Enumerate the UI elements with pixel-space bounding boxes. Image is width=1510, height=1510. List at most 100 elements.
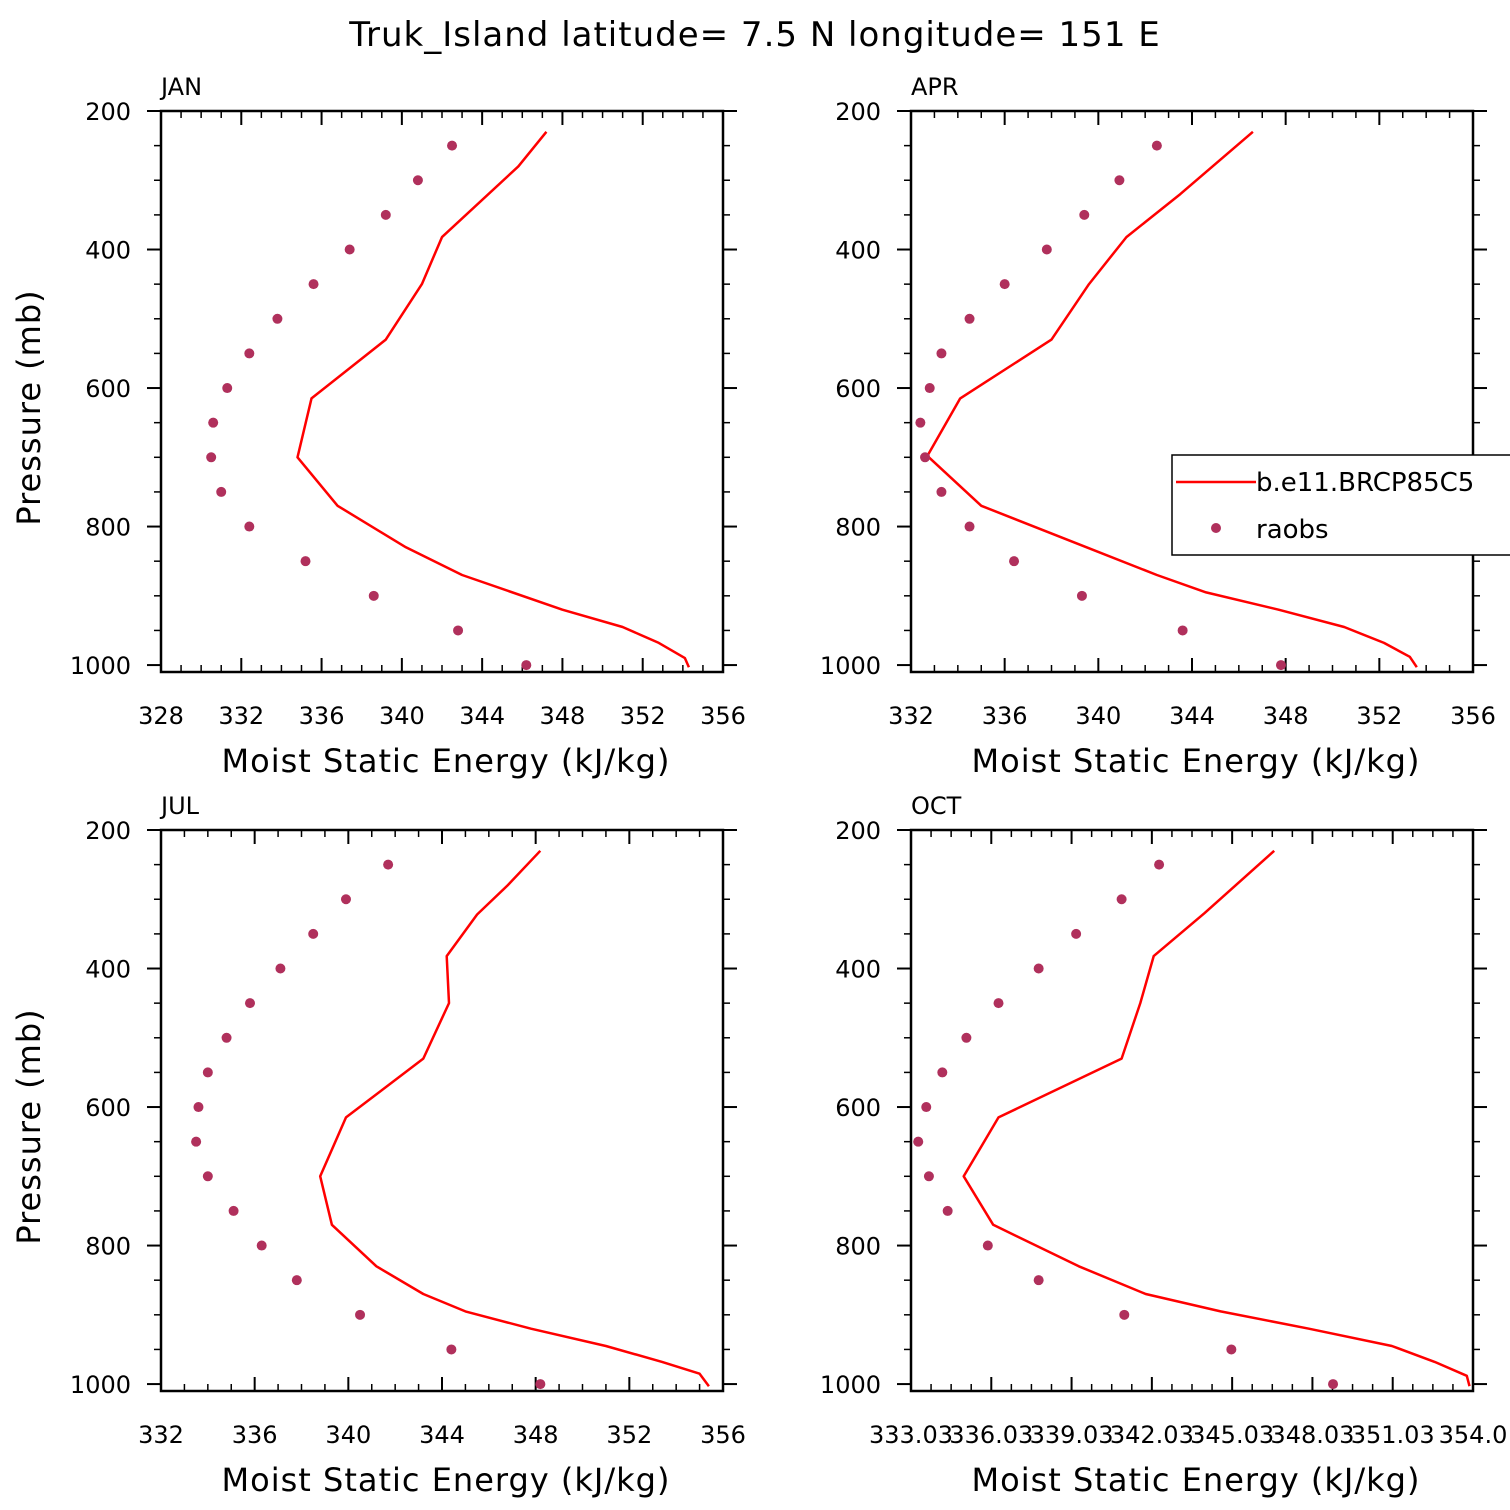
- y-tick-label: 1000: [820, 652, 881, 680]
- raobs-point: [923, 1171, 934, 1182]
- x-tick-label: 351.03: [1351, 1421, 1435, 1449]
- x-tick-label: 336: [232, 1421, 278, 1449]
- y-tick-label: 200: [85, 817, 131, 845]
- plot-frame: [159, 109, 725, 674]
- x-axis-label: Moist Static Energy (kJ/kg): [972, 1461, 1421, 1499]
- x-tick-label: 345.03: [1190, 1421, 1274, 1449]
- raobs-point: [256, 1240, 267, 1251]
- x-axis-label: Moist Static Energy (kJ/kg): [972, 742, 1421, 780]
- legend-label-raobs: raobs: [1256, 515, 1329, 545]
- y-tick-label: 1000: [70, 652, 131, 680]
- raobs-point: [1119, 1309, 1130, 1320]
- raobs-point: [942, 1205, 953, 1216]
- raobs-point: [206, 452, 217, 463]
- raobs-point: [412, 175, 423, 186]
- raobs-point: [1076, 590, 1087, 601]
- y-tick-label: 400: [835, 956, 881, 984]
- y-tick-label: 200: [835, 98, 881, 126]
- x-tick-label: 348: [1263, 702, 1309, 730]
- y-axis-label: Pressure (mb): [10, 1008, 48, 1244]
- raobs-point: [1041, 244, 1052, 255]
- x-axis-label: Moist Static Energy (kJ/kg): [222, 1461, 671, 1499]
- raobs-point: [1177, 625, 1188, 636]
- y-tick-label: 600: [85, 375, 131, 403]
- panels: JAN 328 332 336 340 344 348 352 356 200 400 600 800 1…: [10, 73, 1507, 1499]
- raobs-point: [344, 244, 355, 255]
- y-tick-label: 800: [85, 1233, 131, 1261]
- x-tick-label: 352: [1356, 702, 1402, 730]
- legend-box: [1171, 454, 1510, 556]
- y-tick-label: 200: [85, 98, 131, 126]
- model-series-line: [296, 131, 691, 668]
- raobs-point: [300, 556, 311, 567]
- plot-frame: [159, 828, 725, 1393]
- x-tick-label: 348: [540, 702, 586, 730]
- x-tick-label: 332: [888, 702, 934, 730]
- panel-apr: APR 332 336 340 344 348 352 356 200 400 600 800 1000…: [820, 73, 1496, 780]
- raobs-point: [1116, 894, 1127, 905]
- raobs-point: [272, 313, 283, 324]
- y-tick-label: 600: [835, 375, 881, 403]
- x-tick-label: 354.0: [1439, 1421, 1508, 1449]
- panel-jul: JUL 332 336 340 344 348 352 356 200 400 600 800 1000…: [10, 792, 746, 1499]
- raobs-point: [228, 1205, 239, 1216]
- raobs-point: [521, 660, 532, 671]
- raobs-point: [308, 279, 319, 290]
- x-tick-label: 333.03: [869, 1421, 953, 1449]
- raobs-point: [244, 348, 255, 359]
- raobs-point: [982, 1240, 993, 1251]
- raobs-point: [1226, 1344, 1237, 1355]
- x-tick-label: 332: [218, 702, 264, 730]
- panel-title: JAN: [159, 73, 202, 101]
- legend-label-model: b.e11.BRCP85C5: [1256, 468, 1474, 498]
- panel-title: OCT: [911, 792, 962, 820]
- legend: b.e11.BRCP85C5 raobs: [1171, 454, 1510, 556]
- raobs-point: [216, 486, 227, 497]
- panel-jan: JAN 328 332 336 340 344 348 352 356 200 400 600 800 1…: [10, 73, 746, 780]
- x-tick-label: 348: [513, 1421, 559, 1449]
- y-tick-label: 800: [835, 1233, 881, 1261]
- x-tick-label: 352: [620, 702, 666, 730]
- raobs-point: [208, 417, 219, 428]
- y-tick-label: 400: [85, 237, 131, 265]
- raobs-point: [446, 1344, 457, 1355]
- y-tick-label: 400: [835, 237, 881, 265]
- raobs-point: [1114, 175, 1125, 186]
- x-tick-label: 344: [459, 702, 505, 730]
- legend-dot-sample: [1211, 523, 1221, 533]
- y-tick-label: 800: [835, 514, 881, 542]
- x-axis-label: Moist Static Energy (kJ/kg): [222, 742, 671, 780]
- raobs-point: [964, 313, 975, 324]
- raobs-point: [1033, 1275, 1044, 1286]
- raobs-point: [340, 894, 351, 905]
- raobs-point: [383, 859, 394, 870]
- raobs-point: [1154, 859, 1165, 870]
- panel-oct: OCT333.03336.03339.03342.03345.03348.033…: [820, 792, 1507, 1499]
- x-tick-label: 344: [1169, 702, 1215, 730]
- raobs-point: [1009, 556, 1020, 567]
- raobs-point: [1328, 1379, 1339, 1390]
- raobs-point: [937, 1067, 948, 1078]
- raobs-point: [1033, 963, 1044, 974]
- x-tick-label: 336: [299, 702, 345, 730]
- raobs-point: [535, 1379, 546, 1390]
- panel-title: APR: [911, 73, 959, 101]
- x-tick-label: 340: [1075, 702, 1121, 730]
- y-axis-label: Pressure (mb): [10, 289, 48, 525]
- x-tick-label: 352: [606, 1421, 652, 1449]
- raobs-point: [920, 452, 931, 463]
- x-tick-label: 356: [700, 1421, 746, 1449]
- raobs-point: [936, 486, 947, 497]
- x-tick-label: 328: [138, 702, 184, 730]
- raobs-point: [193, 1102, 204, 1113]
- model-series-line: [318, 849, 710, 1387]
- x-tick-label: 336.03: [949, 1421, 1033, 1449]
- x-tick-label: 339.03: [1030, 1421, 1114, 1449]
- raobs-point: [915, 417, 926, 428]
- raobs-point: [244, 998, 255, 1009]
- raobs-point: [913, 1136, 924, 1147]
- raobs-point: [1079, 209, 1090, 220]
- y-tick-label: 600: [835, 1094, 881, 1122]
- y-tick-label: 1000: [820, 1371, 881, 1399]
